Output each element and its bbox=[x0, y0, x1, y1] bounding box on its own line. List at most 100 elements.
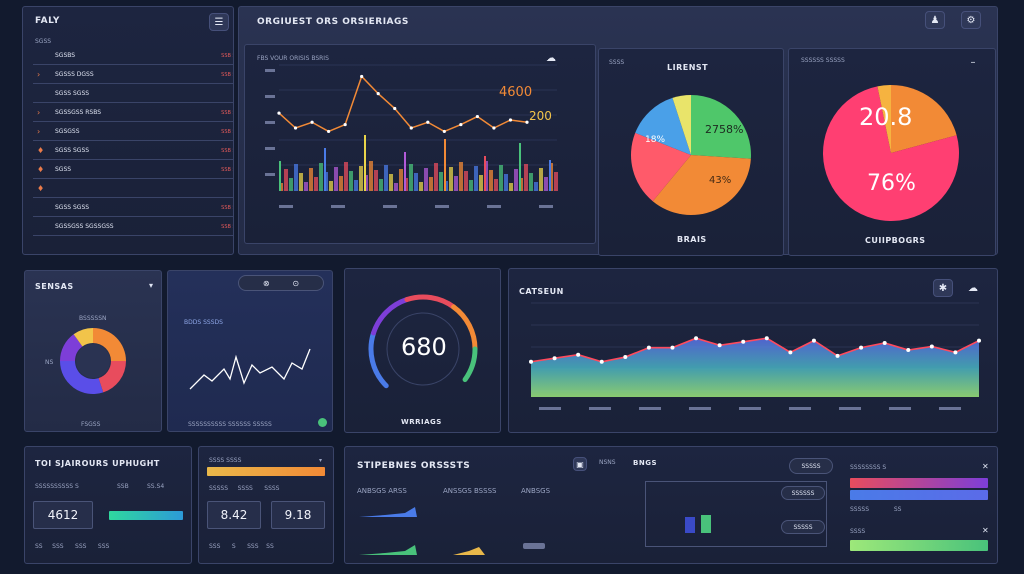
x-tick bbox=[639, 407, 661, 410]
progress-bar-blue bbox=[850, 490, 988, 500]
sidebar-item[interactable]: SGSS SGSS SSB SK bbox=[33, 201, 233, 217]
bottom-right-close-1[interactable]: ✕ bbox=[982, 462, 989, 471]
user-icon[interactable]: ♟ bbox=[925, 11, 945, 29]
spike-bar bbox=[549, 160, 551, 191]
sidebar-item[interactable]: › SGSSGSS RSBS SSB SK bbox=[33, 106, 233, 122]
pie1-footer: BRAIS bbox=[677, 235, 707, 244]
bottom-mid-stat-2: 9.18 bbox=[271, 501, 325, 529]
pie-slice bbox=[877, 85, 891, 153]
pie-slice bbox=[891, 85, 957, 153]
x-tick bbox=[539, 407, 561, 410]
status-dot bbox=[318, 418, 327, 427]
sidebar-item[interactable]: ♦ SGSS SSB SK bbox=[33, 163, 233, 179]
spike-bar bbox=[474, 166, 478, 191]
bottom-right-close-2[interactable]: ✕ bbox=[982, 526, 989, 535]
spike-bar bbox=[479, 175, 483, 191]
sparkline-toggle[interactable]: ⊗ ⊙ bbox=[238, 275, 324, 291]
data-point bbox=[459, 122, 463, 127]
pill-button-1[interactable]: SSSSS bbox=[789, 458, 833, 474]
spike-bar bbox=[354, 180, 358, 191]
data-point bbox=[929, 344, 934, 349]
sparkline-title: BDDS SSSDS bbox=[184, 319, 223, 326]
y-tick bbox=[265, 69, 275, 72]
menu-icon[interactable]: ☰ bbox=[209, 13, 229, 31]
x-tick bbox=[383, 205, 397, 208]
series-line bbox=[530, 337, 980, 363]
spike-bar bbox=[534, 182, 538, 191]
progress-bar-orange bbox=[207, 467, 325, 476]
minus-icon[interactable]: – bbox=[970, 56, 976, 68]
spike-bar bbox=[324, 148, 326, 191]
spike-bar bbox=[329, 181, 333, 191]
mini-bar bbox=[523, 543, 545, 549]
bottom-stats-label-3: SS.S4 bbox=[147, 483, 165, 490]
sidebar-item-label: SGSSGSS SGSSGSS bbox=[55, 223, 114, 230]
area-fill bbox=[531, 338, 979, 397]
data-point bbox=[327, 129, 331, 134]
sidebar-item-value: SSB SK bbox=[221, 148, 233, 154]
spike-bar bbox=[404, 152, 406, 191]
sparkline-footer: SSSSSSSSSS SSSSSS SSSSS bbox=[188, 421, 272, 428]
sidebar-item-value: SSB SK bbox=[221, 205, 233, 211]
bottom-mid-dropdown[interactable]: ▾ bbox=[319, 457, 323, 464]
bottom-mid-stat-1: 8.42 bbox=[207, 501, 261, 529]
sidebar-item-value: SSB SK bbox=[221, 110, 233, 116]
star-icon[interactable]: ✱ bbox=[933, 279, 953, 297]
spike-bar bbox=[489, 170, 493, 191]
page-title: ORGIUEST ORS ORSIERIAGS bbox=[257, 17, 409, 27]
sidebar-item[interactable]: ♦ bbox=[33, 182, 233, 198]
pill-button-3[interactable]: SSSSS bbox=[781, 520, 825, 534]
sensors-panel: SENSAS ▾ BSSSSSN NS FSGSS bbox=[24, 270, 162, 432]
data-point bbox=[310, 120, 314, 124]
bottom-stat-box: 4612 bbox=[33, 501, 93, 529]
sidebar-item-icon: ♦ bbox=[37, 165, 45, 174]
spike-bar bbox=[384, 165, 388, 191]
pie1-label-right: 43% bbox=[709, 175, 732, 186]
sidebar-item-label: SGSGSS bbox=[55, 128, 80, 135]
x-tick bbox=[589, 407, 611, 410]
bottom-mid-label: SSSS SSSS bbox=[209, 457, 242, 464]
sidebar-item[interactable]: › SGSGSS SSB SK bbox=[33, 125, 233, 141]
sparkline-line bbox=[189, 348, 311, 390]
settings-icon[interactable]: ⚙ bbox=[961, 11, 981, 29]
pill-button-2[interactable]: SSSSSS bbox=[781, 486, 825, 500]
data-point bbox=[599, 359, 604, 364]
x-tick bbox=[739, 407, 761, 410]
bottom-wide-panel: STIPEBNES ORSSSTS ▣ ANBSGS ARSS ANSSGS B… bbox=[344, 446, 998, 564]
sidebar-subheader: SGSS bbox=[35, 38, 52, 45]
bottom-right-title: SSSSSSSS S bbox=[850, 464, 887, 471]
data-point bbox=[623, 355, 628, 360]
sidebar-item[interactable]: SGSBS SSB SK bbox=[33, 49, 233, 65]
data-point bbox=[293, 126, 298, 130]
sidebar-item-label: SGSBS bbox=[55, 52, 76, 59]
mini-bar bbox=[701, 515, 711, 533]
spike-bar bbox=[364, 135, 366, 191]
spike-bar bbox=[514, 169, 518, 191]
pie1-corner-label: SSSS bbox=[609, 59, 625, 66]
spike-bar bbox=[379, 179, 383, 191]
sidebar-item[interactable]: SGSS SGSS bbox=[33, 87, 233, 103]
pie1-label-top: 2758% bbox=[705, 123, 744, 136]
pie-slice bbox=[631, 132, 691, 202]
y-tick bbox=[265, 173, 275, 176]
dropdown-icon[interactable]: ▾ bbox=[149, 281, 154, 290]
spike-bar bbox=[374, 170, 378, 191]
spike-bar bbox=[334, 167, 338, 191]
sidebar-item-icon: › bbox=[37, 127, 41, 136]
donut-slice bbox=[60, 334, 83, 361]
cloud-settings-icon[interactable]: ☁ bbox=[968, 282, 978, 294]
sidebar-item-label: SGSSGSS RSBS bbox=[55, 109, 102, 116]
sidebar-item[interactable]: SGSSGSS SGSSGSS SSB SK bbox=[33, 220, 233, 236]
donut-slice bbox=[73, 328, 93, 347]
sensors-label-left: NS bbox=[45, 359, 54, 366]
expand-icon[interactable]: ▣ bbox=[573, 457, 587, 471]
line-chart-subtitle: FBS VOUR ORISIS BSRIS bbox=[257, 55, 329, 62]
sidebar-item[interactable]: ♦ SGSS SGSS SSB SK bbox=[33, 144, 233, 160]
pie-slice bbox=[652, 155, 751, 215]
data-point bbox=[343, 122, 347, 127]
gauge-arc bbox=[404, 294, 457, 310]
cloud-icon[interactable]: ☁ bbox=[546, 52, 556, 64]
spike-bar bbox=[314, 177, 318, 191]
spike-bar bbox=[459, 162, 463, 191]
sidebar-item[interactable]: › SGSSS DGSS SSB SK bbox=[33, 68, 233, 84]
